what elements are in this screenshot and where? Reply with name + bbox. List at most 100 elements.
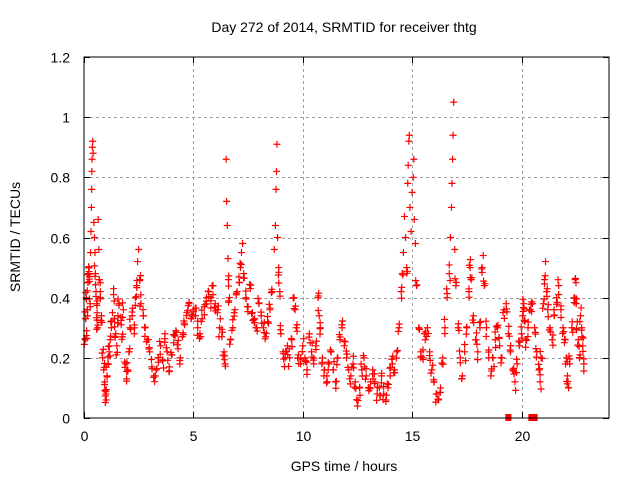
y-tick-label: 0.8 [51, 170, 71, 186]
data-point [207, 304, 215, 312]
data-point [465, 261, 473, 269]
data-point [91, 272, 99, 280]
data-point [536, 371, 544, 379]
data-point [419, 346, 427, 354]
data-point [483, 324, 490, 332]
data-point [539, 300, 547, 308]
data-point [139, 312, 147, 320]
data-point [380, 382, 388, 390]
y-tick-label: 0.6 [51, 231, 71, 247]
data-point [294, 351, 302, 359]
data-point [544, 313, 552, 321]
data-point [505, 322, 513, 330]
y-tick-label: 0.4 [51, 291, 71, 307]
data-point [375, 384, 383, 392]
data-point [173, 341, 181, 349]
data-point [557, 302, 565, 310]
data-point [535, 360, 543, 368]
data-point [470, 319, 478, 327]
data-point [568, 324, 576, 332]
data-point [518, 334, 526, 342]
data-point [227, 335, 235, 343]
data-point [580, 355, 588, 363]
data-point [85, 277, 93, 285]
data-point [242, 287, 250, 295]
data-point [472, 329, 480, 337]
data-point [299, 342, 307, 350]
data-point [156, 350, 164, 358]
data-point [88, 185, 96, 193]
data-point [88, 143, 96, 151]
data-point [84, 279, 92, 287]
data-point [221, 362, 229, 370]
data-point [407, 227, 415, 235]
data-point [89, 149, 97, 157]
data-point [335, 331, 343, 339]
data-point [126, 345, 134, 353]
data-point [408, 188, 416, 196]
data-point [537, 385, 545, 393]
data-point [275, 268, 283, 276]
data-point [291, 302, 299, 310]
data-point [448, 179, 456, 187]
data-point [478, 265, 486, 273]
data-point [310, 354, 318, 362]
data-point [302, 357, 310, 365]
data-point [318, 360, 326, 368]
data-point [110, 315, 118, 323]
data-point [112, 351, 120, 359]
data-point [400, 212, 408, 220]
data-point [426, 356, 434, 364]
data-point [172, 328, 180, 336]
data-point [455, 326, 463, 334]
data-point [449, 155, 457, 163]
data-point [88, 167, 96, 175]
data-point [542, 258, 550, 266]
data-point [176, 360, 184, 368]
data-point [451, 246, 459, 254]
data-point [454, 320, 462, 328]
data-point [115, 301, 123, 309]
data-point [391, 369, 399, 377]
data-point [341, 338, 349, 346]
data-point [312, 345, 320, 353]
data-point [194, 324, 202, 332]
data-point [163, 348, 171, 356]
data-point [338, 321, 346, 329]
data-point [387, 363, 395, 371]
data-point [491, 336, 499, 344]
data-point [197, 317, 205, 325]
data-point [356, 383, 364, 391]
data-point [305, 333, 313, 341]
data-point [162, 344, 170, 352]
data-point [110, 285, 118, 293]
data-point [532, 353, 540, 361]
data-point [92, 281, 100, 289]
data-point [505, 332, 513, 340]
data-point [354, 397, 362, 405]
data-point [297, 355, 305, 363]
x-axis-ticks: 0 5 10 15 20 [81, 57, 530, 444]
data-point [185, 298, 193, 306]
data-point [482, 332, 490, 340]
data-point [276, 326, 284, 334]
data-point [119, 306, 127, 314]
data-point [347, 372, 355, 380]
y-tick-label: 0.2 [51, 351, 71, 367]
data-point [253, 327, 261, 335]
data-point [474, 356, 482, 364]
data-point [561, 335, 569, 343]
data-point [182, 312, 190, 320]
data-point [473, 340, 481, 348]
data-point [101, 398, 109, 406]
data-point [237, 260, 245, 268]
data-point [333, 354, 341, 362]
data-point [94, 321, 102, 329]
data-point [272, 185, 280, 193]
data-point [131, 301, 139, 309]
data-point [190, 308, 198, 316]
data-point [371, 380, 379, 388]
data-point [373, 396, 381, 404]
data-point [560, 328, 568, 336]
data-point [250, 319, 258, 327]
